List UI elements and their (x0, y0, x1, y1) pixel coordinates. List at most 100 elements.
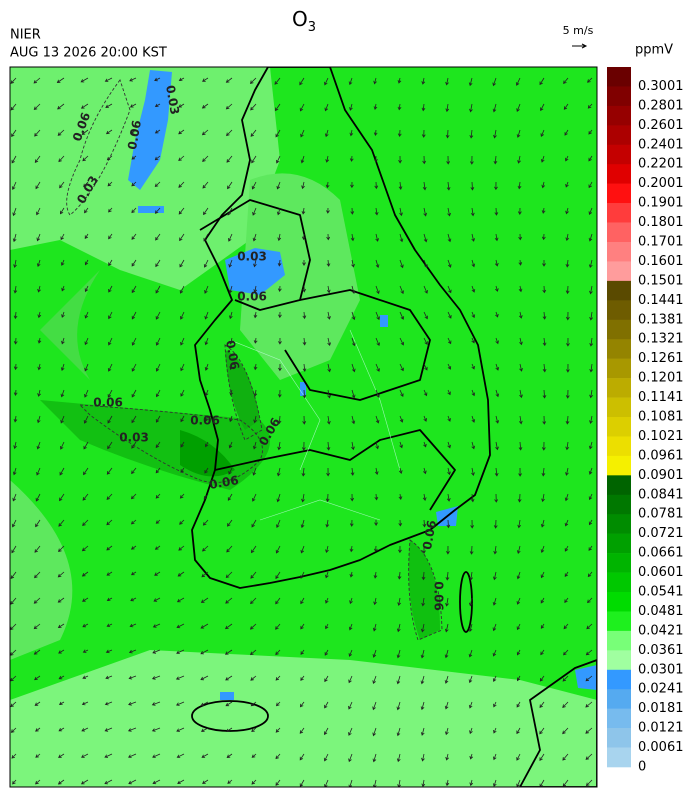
wind-arrow (176, 623, 185, 629)
wind-arrow (81, 701, 89, 706)
wind-arrow (447, 285, 452, 294)
wind-arrow (176, 597, 185, 603)
wind-arrow (84, 285, 89, 293)
colorbar-label: 0.0121 (638, 721, 684, 736)
wind-arrow (325, 493, 330, 503)
wind-arrow (447, 207, 451, 217)
wind-arrow (84, 337, 89, 346)
wind-arrow (35, 753, 41, 758)
wind-arrow (492, 597, 497, 606)
wind-arrow (518, 415, 523, 425)
wind-arrow (300, 155, 305, 164)
wind-arrow (351, 441, 355, 451)
wind-arrow (202, 545, 209, 552)
wind-arrow (446, 519, 451, 529)
wind-arrow (446, 155, 451, 165)
wind-arrow (300, 129, 305, 138)
wind-arrow (516, 129, 521, 138)
wind-arrow (444, 623, 449, 633)
wind-arrow (542, 389, 547, 399)
wind-arrow (275, 545, 281, 554)
wind-arrow (469, 779, 474, 787)
unit: ppmV (635, 43, 673, 58)
wind-arrow (201, 129, 209, 136)
wind-arrow (60, 233, 65, 241)
wind-arrow (348, 701, 353, 710)
wind-arrow (326, 467, 330, 477)
wind-arrow (348, 649, 353, 657)
colorbar-swatch (607, 144, 631, 165)
wind-arrow (128, 779, 137, 785)
wind-arrow (106, 493, 113, 500)
wind-arrow (324, 701, 329, 709)
wind-arrow (12, 233, 17, 243)
wind-arrow (516, 727, 521, 735)
contour-label: 0.03 (237, 250, 267, 264)
wind-arrow (152, 753, 161, 758)
wind-arrow (565, 285, 570, 295)
wind-arrow (178, 181, 185, 188)
wind-arrow (541, 233, 546, 241)
wind-arrow (58, 155, 65, 163)
wind-arrow (36, 233, 41, 242)
colorbar-swatch (607, 728, 631, 748)
wind-arrow (493, 155, 498, 165)
wind-arrow (60, 207, 65, 215)
wind-arrow (517, 675, 521, 682)
wind-arrow (565, 181, 569, 188)
wind-arrow (127, 727, 137, 732)
wind-arrow (57, 103, 65, 110)
wind-arrow (373, 571, 378, 579)
low-region (128, 70, 172, 190)
wind-arrow (518, 441, 523, 451)
wind-arrow (202, 181, 209, 189)
wind-arrow (13, 285, 18, 294)
wind-arrow (107, 441, 113, 450)
wind-arrow (250, 649, 257, 656)
wind-arrow (131, 389, 137, 398)
contour (408, 539, 443, 641)
wind-arrow (588, 207, 593, 216)
colorbar-swatch (607, 358, 631, 379)
wind-arrow (539, 675, 545, 682)
wind-arrow (423, 207, 427, 217)
wind-arrow (565, 155, 569, 162)
wind-arrow (129, 623, 137, 628)
wind-arrow (131, 311, 137, 320)
wind-arrow (519, 389, 523, 399)
wind-arrow (253, 415, 257, 424)
wind-arrow (585, 675, 593, 682)
wind-arrow (519, 363, 523, 372)
wind-arrow (202, 155, 209, 162)
wind-arrow (471, 467, 475, 476)
wind-arrow (227, 779, 233, 784)
wind-arrow (107, 389, 113, 398)
wind-arrow (468, 623, 473, 633)
wind-arrow (175, 701, 185, 706)
colorbar-label: 0.0481 (638, 604, 684, 619)
wind-arrow (325, 181, 330, 189)
wind-arrow (399, 233, 404, 243)
wind-arrow (299, 701, 305, 708)
wind-arrow (106, 519, 113, 526)
wind-arrow (82, 623, 89, 628)
colorbar-label: 0.1201 (638, 371, 684, 386)
wind-arrow (128, 701, 137, 706)
wind-arrow (60, 389, 65, 398)
wind-arrow (516, 103, 521, 113)
coastline-japan (519, 659, 597, 787)
wind-arrow (471, 259, 476, 268)
wind-arrow (176, 649, 185, 654)
wind-arrow (325, 155, 330, 163)
wind-arrow (179, 519, 185, 525)
dark-region (408, 540, 440, 640)
wind-arrow (470, 181, 475, 191)
colorbar-label: 0.1261 (638, 351, 684, 366)
wind-arrow (375, 389, 380, 398)
wind-arrow (302, 311, 307, 320)
wind-arrow (349, 545, 354, 553)
wind-arrow (57, 571, 65, 578)
wind-arrow (178, 155, 185, 162)
wind-arrow (57, 129, 65, 136)
wind-arrow (399, 441, 403, 449)
